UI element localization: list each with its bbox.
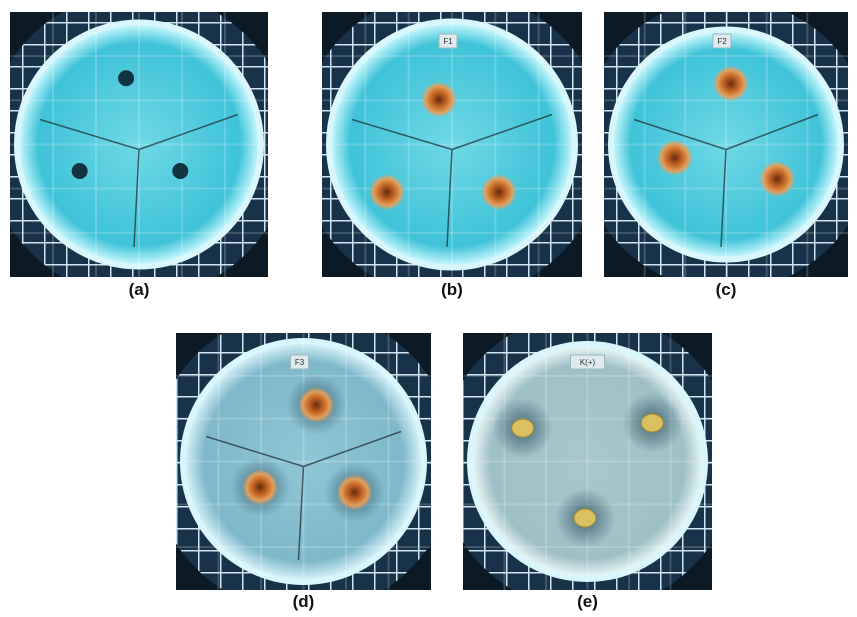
colony [641,414,663,432]
plate-photo [0,0,292,298]
caption: (e) [577,592,598,611]
figure: (a) F1 (b) F2 (c) F3 (d) K(+) (e) [0,0,857,617]
colony [298,387,334,423]
plate-tag: K(+) [580,358,596,367]
photo: K(+) [439,313,736,610]
photo [0,0,292,298]
colony [481,174,517,210]
plate-tag: F2 [717,37,727,46]
plate-tag: F1 [443,37,453,46]
colony [574,509,596,527]
colony [512,419,534,437]
caption: (d) [293,592,315,611]
photo: F2 [580,0,857,291]
photo: F3 [152,310,455,613]
well [172,163,188,179]
colony [657,140,693,176]
plate-photo: F1 [298,0,606,299]
well [72,163,88,179]
colony [759,161,795,197]
colony [713,66,749,102]
well [118,70,134,86]
plate-photo: F2 [580,0,857,291]
plate-tag: F3 [295,358,305,367]
caption: (b) [441,280,463,299]
plate-photo: K(+) [439,313,736,610]
colony [421,81,457,117]
colony [369,174,405,210]
caption: (c) [716,280,737,299]
colony [242,469,278,505]
caption: (a) [129,280,150,299]
colony [337,474,373,510]
plate-photo: F3 [152,310,455,613]
photo: F1 [298,0,606,299]
